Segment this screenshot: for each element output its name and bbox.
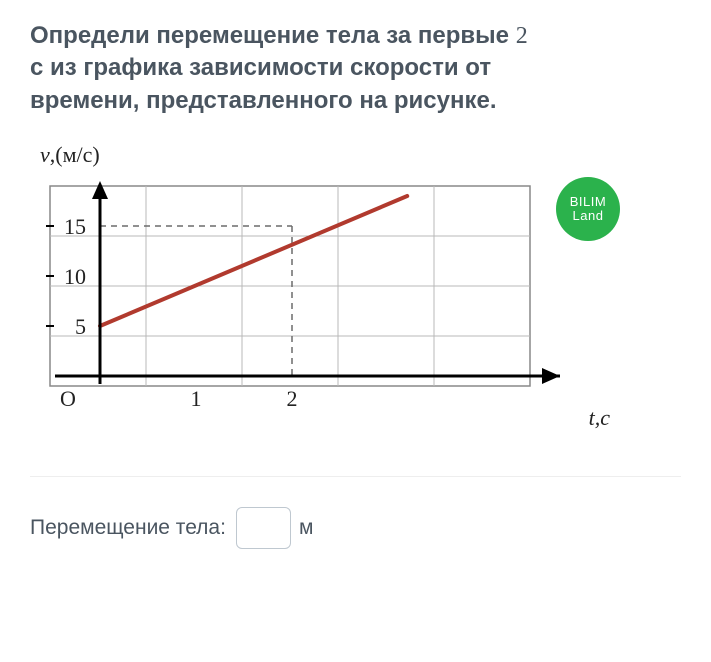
question-text: Определи перемещение тела за первые 2 с … — [30, 20, 681, 117]
brand-badge: BILIM Land — [556, 177, 620, 241]
svg-text:15: 15 — [64, 214, 86, 239]
answer-label: Перемещение тела: — [30, 516, 226, 540]
question-line3: времени, представленного на рисунке. — [30, 87, 497, 114]
svg-text:2: 2 — [287, 386, 298, 411]
badge-line2: Land — [573, 209, 604, 223]
y-axis-label: v,(м/с) — [40, 142, 610, 168]
x-axis-unit: ,с — [595, 405, 610, 430]
badge-line1: BILIM — [570, 195, 606, 209]
svg-text:5: 5 — [75, 314, 86, 339]
question-number: 2 — [516, 23, 528, 49]
question-line2: с из графика зависимости скорости от — [30, 54, 491, 81]
answer-unit: м — [299, 516, 313, 540]
y-axis-unit: ,(м/с) — [50, 142, 100, 167]
chart-svg: 5 10 15 1 2 O — [30, 176, 590, 436]
svg-text:1: 1 — [191, 386, 202, 411]
y-axis-var: v — [40, 142, 50, 167]
svg-text:O: O — [60, 386, 76, 411]
question-line1-pre: Определи перемещение тела за первые — [30, 22, 516, 49]
answer-row: Перемещение тела: м — [30, 476, 681, 549]
svg-text:10: 10 — [64, 264, 86, 289]
x-axis-label: t,с — [589, 405, 610, 431]
chart-container: v,(м/с) 5 10 15 1 2 O BILIM Land t,с — [30, 142, 610, 436]
answer-input[interactable] — [236, 507, 291, 549]
